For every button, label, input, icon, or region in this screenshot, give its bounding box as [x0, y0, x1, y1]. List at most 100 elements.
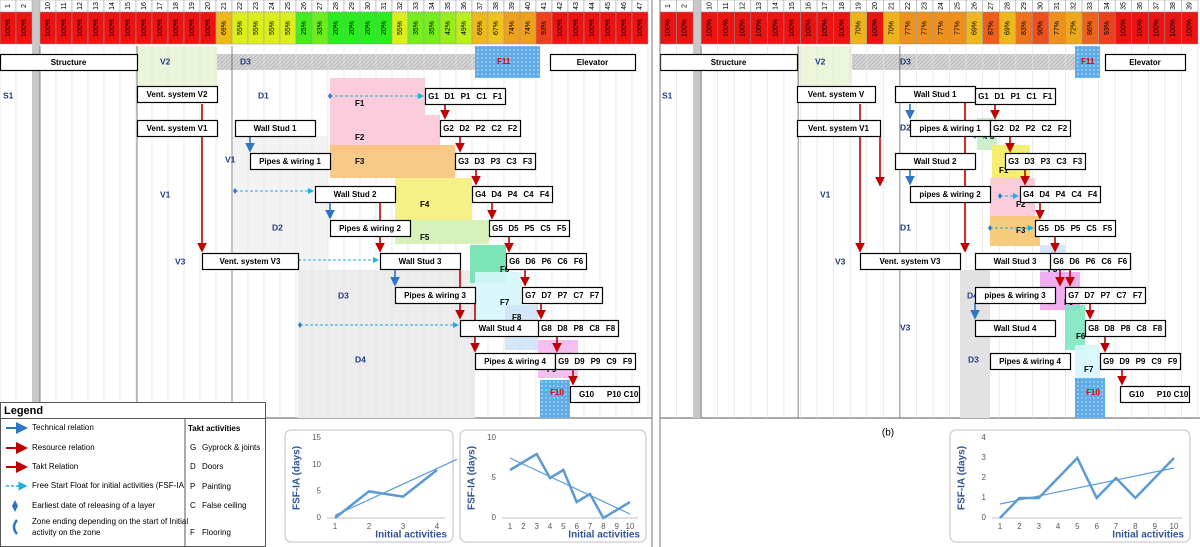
y-tick-label: 0 [982, 513, 987, 522]
takt-cell: F6 [1118, 257, 1128, 266]
takt-row-frame [488, 219, 571, 238]
takt-row-frame [439, 119, 522, 138]
activity-label: Vent. system V [808, 90, 865, 99]
load-label: 49% [461, 21, 468, 35]
takt-zone [1065, 305, 1085, 350]
takt-cell: P9 [1136, 357, 1146, 366]
load-label: 100% [839, 19, 846, 37]
takt-cell: G3 [1008, 157, 1019, 166]
day-label: 27 [317, 2, 324, 10]
activity-label: Vent. system V3 [880, 257, 941, 266]
zone-area [217, 54, 475, 70]
day-label: 19 [189, 2, 196, 10]
day-label: 18 [839, 2, 846, 10]
activity-box [974, 319, 1057, 338]
day-label: 21 [888, 2, 895, 10]
takt-cell: C4 [1071, 190, 1082, 199]
release-marker [233, 188, 237, 194]
activity-box [201, 252, 300, 271]
day-label: 35 [445, 2, 452, 10]
day-label: 20 [205, 2, 212, 10]
day-label: 25 [955, 2, 962, 10]
x-tick-label: 3 [1036, 522, 1041, 531]
day-label: 31 [381, 2, 388, 10]
zone-name: D2 [272, 222, 283, 232]
day-label: 39 [1187, 2, 1194, 10]
load-label: 86% [1087, 21, 1094, 35]
load-label: 77% [938, 21, 945, 35]
takt-cell: G7 [525, 291, 536, 300]
activity-box [379, 252, 462, 271]
y-axis-title: FSF-IA (days) [467, 446, 478, 510]
load-label: 100% [109, 19, 116, 37]
takt-cell: C10 [1174, 390, 1189, 399]
takt-cell: D6 [1069, 257, 1080, 266]
takt-code: G [190, 443, 196, 452]
x-tick-label: 5 [561, 522, 566, 531]
zone-label: F6 [1076, 332, 1086, 341]
release-marker [988, 225, 992, 231]
load-label: 100% [822, 19, 829, 37]
load-label: 100% [573, 19, 580, 37]
x-tick-label: 7 [1114, 522, 1119, 531]
load-label: 74% [525, 21, 532, 35]
takt-cell: C9 [606, 357, 617, 366]
day-label: 13 [93, 2, 100, 10]
takt-cell: P9 [591, 357, 601, 366]
load-label: 72% [1071, 21, 1078, 35]
panel-gap [652, 0, 660, 547]
x-tick-label: 10 [1170, 522, 1179, 531]
zone-label: F10 [550, 388, 564, 397]
zone-label: F3 [355, 157, 365, 166]
activity-label: Wall Stud 1 [254, 124, 297, 133]
takt-cell: D1 [994, 92, 1005, 101]
load-label: 100% [61, 19, 68, 37]
takt-code: F [190, 528, 195, 537]
x-tick-label: 1 [508, 522, 513, 531]
activity-box [796, 85, 877, 104]
load-label: 100% [773, 19, 780, 37]
takt-cell: P3 [1041, 157, 1051, 166]
day-label: 16 [141, 2, 148, 10]
day-label: 10 [45, 2, 52, 10]
activity-label: Pipes & wiring 2 [339, 224, 401, 233]
zone-area [137, 46, 217, 88]
day-label: 33 [1087, 2, 1094, 10]
x-tick-label: 4 [435, 522, 440, 531]
takt-cell: C8 [1136, 324, 1147, 333]
takt-cell: P1 [461, 92, 471, 101]
zone-name: D3 [240, 56, 251, 66]
takt-cell: C6 [1101, 257, 1112, 266]
data-line [334, 469, 438, 519]
zone-label: F6 [500, 265, 510, 274]
takt-cell: C3 [506, 157, 517, 166]
takt-cell: F4 [1088, 190, 1098, 199]
activity-label: Pipes & wiring 4 [999, 357, 1061, 366]
day-label: 12 [739, 2, 746, 10]
takt-row-frame [554, 352, 637, 371]
takt-row-frame [569, 385, 641, 404]
takt-cell: C7 [573, 291, 584, 300]
load-label: 100% [806, 19, 813, 37]
load-label: 100% [637, 19, 644, 37]
takt-row-frame [1084, 319, 1167, 338]
activity-label: pipes & wiring 1 [919, 124, 981, 133]
legend-item: Zone ending depending on the start of In… [32, 517, 188, 537]
load-label: 67% [493, 21, 500, 35]
takt-code: P [190, 482, 195, 491]
day-label: 20 [872, 2, 879, 10]
takt-cell: D5 [508, 224, 519, 233]
load-label: 70% [888, 21, 895, 35]
legend-item: Takt Relation [32, 462, 78, 471]
zone-name: S1 [3, 90, 14, 100]
zone-name: V3 [900, 322, 911, 332]
load-label: 42% [445, 21, 452, 35]
zone-label: F11 [497, 57, 511, 66]
zone-name: D4 [355, 354, 366, 364]
activity-label: Wall Stud 3 [994, 257, 1037, 266]
activity-label: Vent. system V1 [808, 124, 869, 133]
takt-cell: G1 [428, 92, 439, 101]
load-label: 93% [1104, 21, 1111, 35]
legend-item: Free Start Float for initial activities … [32, 481, 185, 490]
load-label: 20% [381, 21, 388, 35]
